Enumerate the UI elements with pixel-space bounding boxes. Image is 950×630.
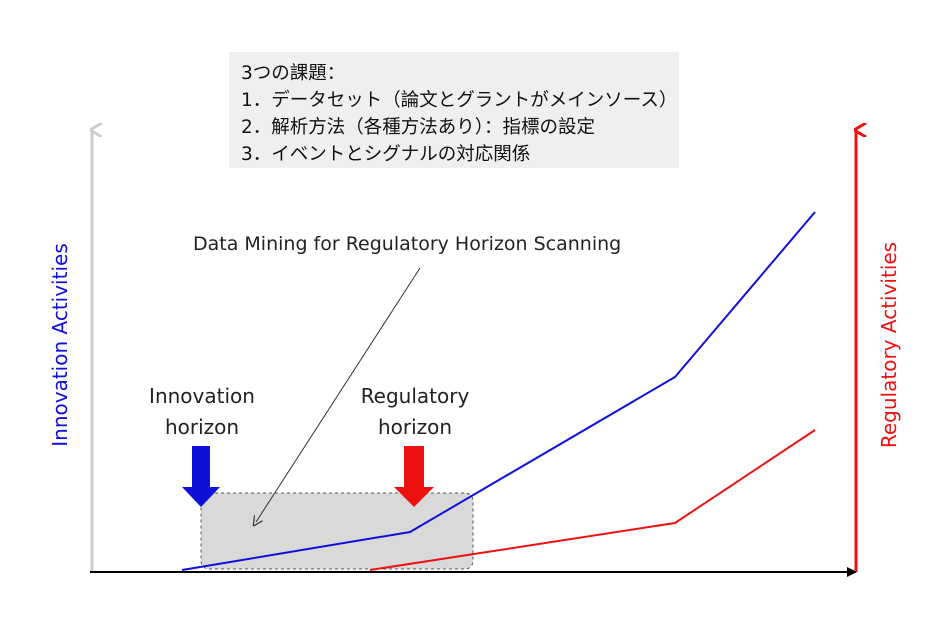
challenges-note-box: 3つの課題： 1．データセット（論文とグラントがメインソース） 2．解析方法（各… — [229, 52, 679, 168]
innovation-activity-line — [181, 211, 816, 571]
title-pointer-arrow — [256, 267, 421, 522]
challenge-item-2: 2．解析方法（各種方法あり）：指標の設定 — [241, 117, 596, 138]
horizon-region-box — [200, 492, 474, 570]
regulatory-activity-line — [369, 429, 816, 571]
regulatory-horizon-label: Regulatory horizon — [345, 381, 485, 443]
innovation-horizon-label-line1: Innovation — [149, 384, 255, 408]
regulatory-horizon-label-line1: Regulatory — [360, 384, 470, 408]
challenge-item-3: 3．イベントとシグナルの対応関係 — [241, 144, 531, 165]
innovation-horizon-arrow-icon — [182, 446, 220, 507]
regulatory-horizon-arrow-icon — [394, 446, 434, 507]
challenge-item-1: 1．データセット（論文とグラントがメインソース） — [241, 90, 678, 111]
innovation-horizon-label-line2: horizon — [164, 415, 240, 439]
right-axis-label: Regulatory Activities — [877, 241, 901, 449]
challenges-title: 3つの課題： — [241, 63, 346, 84]
diagram-title: Data Mining for Regulatory Horizon Scann… — [193, 233, 622, 255]
left-axis-label: Innovation Activities — [48, 243, 72, 447]
regulatory-horizon-label-line2: horizon — [377, 415, 453, 439]
innovation-horizon-label: Innovation horizon — [128, 381, 276, 443]
